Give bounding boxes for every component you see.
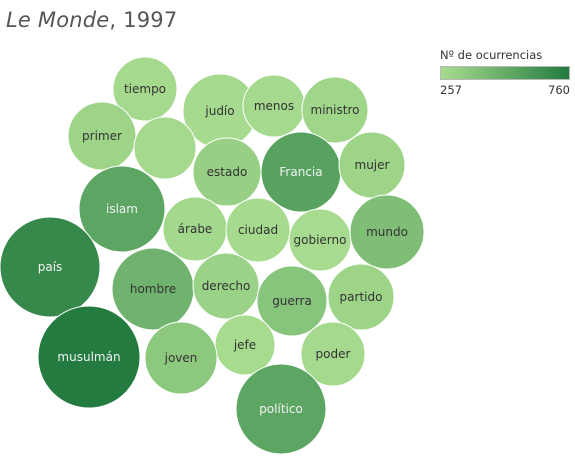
bubble-label-gobierno: gobierno — [294, 233, 347, 247]
bubble-circle-mundo[interactable] — [349, 194, 425, 270]
legend-labels: 257 760 — [440, 83, 572, 99]
bubble-partido[interactable]: partido — [327, 263, 395, 331]
bubble-label-primer: primer — [82, 129, 122, 143]
bubble-label-joven: joven — [164, 351, 198, 365]
bubble-circle-ciudad[interactable] — [225, 197, 291, 263]
legend-max-label: 760 — [548, 83, 570, 97]
bubble-gobierno[interactable]: gobierno — [288, 208, 352, 272]
bubble-circle-ministro[interactable] — [301, 76, 369, 144]
bubble-circle-derecho[interactable] — [192, 252, 260, 320]
color-legend: Nº de ocurrencias 257 760 — [440, 48, 572, 99]
bubble-label-musulman: musulmán — [57, 350, 120, 364]
chart-title-rest: , 1997 — [109, 8, 178, 32]
bubble-label-estado: estado — [207, 165, 248, 179]
chart-title-italic: Le Monde — [6, 8, 110, 32]
bubble-unlabeled-5[interactable] — [133, 116, 197, 180]
bubble-label-hombre: hombre — [130, 282, 176, 296]
bubble-label-judio: judío — [204, 104, 234, 118]
bubble-label-arabe: árabe — [178, 222, 213, 236]
bubble-arabe[interactable]: árabe — [162, 196, 228, 262]
bubble-circle-guerra[interactable] — [256, 265, 328, 337]
bubble-circle-islam[interactable] — [78, 165, 166, 253]
bubble-estado[interactable]: estado — [192, 137, 262, 207]
bubble-ciudad[interactable]: ciudad — [225, 197, 291, 263]
bubble-circle-tiempo[interactable] — [112, 56, 178, 122]
bubble-circle-unlabeled-5[interactable] — [133, 116, 197, 180]
bubble-label-mujer: mujer — [355, 158, 390, 172]
bubble-menos[interactable]: menos — [242, 74, 306, 138]
bubble-label-francia: Francia — [279, 165, 322, 179]
bubble-label-tiempo: tiempo — [124, 82, 166, 96]
bubble-mujer[interactable]: mujer — [338, 131, 406, 199]
legend-gradient-bar — [440, 66, 570, 80]
bubble-label-pais: país — [38, 260, 63, 274]
bubble-circle-poder[interactable] — [300, 321, 366, 387]
bubble-poder[interactable]: poder — [300, 321, 366, 387]
bubble-label-poder: poder — [316, 347, 351, 361]
bubble-circle-partido[interactable] — [327, 263, 395, 331]
bubble-joven[interactable]: joven — [144, 321, 218, 395]
bubble-politico[interactable]: político — [235, 363, 327, 455]
bubble-hombre[interactable]: hombre — [111, 247, 195, 331]
bubble-label-menos: menos — [254, 99, 294, 113]
bubble-label-islam: islam — [106, 202, 138, 216]
bubble-francia[interactable]: Francia — [260, 131, 342, 213]
bubble-tiempo[interactable]: tiempo — [112, 56, 178, 122]
bubble-circle-musulman[interactable] — [37, 305, 141, 409]
bubble-pais[interactable]: país — [0, 216, 101, 318]
bubble-label-partido: partido — [340, 290, 383, 304]
bubble-label-ministro: ministro — [311, 103, 360, 117]
bubble-circle-politico[interactable] — [235, 363, 327, 455]
bubble-label-ciudad: ciudad — [238, 223, 278, 237]
bubble-ministro[interactable]: ministro — [301, 76, 369, 144]
bubble-jefe[interactable]: jefe — [214, 314, 276, 376]
bubble-label-politico: político — [259, 402, 303, 416]
legend-min-label: 257 — [440, 83, 462, 97]
bubble-derecho[interactable]: derecho — [192, 252, 260, 320]
bubble-islam[interactable]: islam — [78, 165, 166, 253]
bubble-label-derecho: derecho — [202, 279, 251, 293]
legend-title: Nº de ocurrencias — [440, 48, 543, 62]
bubble-circle-joven[interactable] — [144, 321, 218, 395]
bubble-primer[interactable]: primer — [67, 101, 137, 171]
bubble-musulman[interactable]: musulmán — [37, 305, 141, 409]
bubble-label-guerra: guerra — [272, 294, 312, 308]
chart-title: Le Monde, 1997 — [6, 8, 177, 32]
bubble-mundo[interactable]: mundo — [349, 194, 425, 270]
bubble-circle-pais[interactable] — [0, 216, 101, 318]
bubble-label-jefe: jefe — [233, 338, 256, 352]
bubble-label-mundo: mundo — [366, 225, 408, 239]
bubble-guerra[interactable]: guerra — [256, 265, 328, 337]
